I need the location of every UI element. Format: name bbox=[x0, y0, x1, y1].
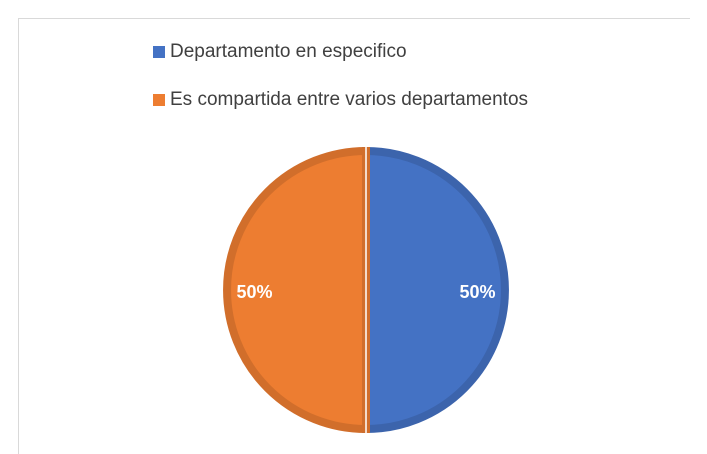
legend-swatch bbox=[153, 94, 165, 106]
data-label: 50% bbox=[236, 282, 272, 302]
legend-label: Es compartida entre varios departamentos bbox=[170, 89, 528, 110]
pie-slice bbox=[223, 146, 370, 434]
legend-label: Departamento en especifico bbox=[170, 41, 407, 62]
data-label: 50% bbox=[460, 282, 496, 302]
pie-slice bbox=[362, 146, 509, 434]
chart-frame bbox=[18, 18, 690, 454]
legend-swatch bbox=[153, 46, 165, 58]
